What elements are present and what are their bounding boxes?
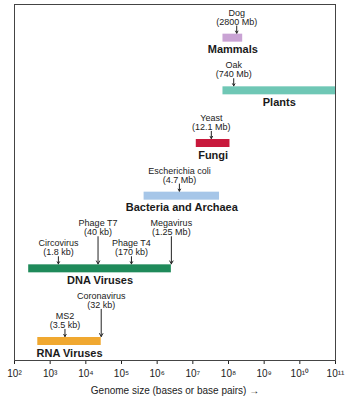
svg-text:10⁵: 10⁵ — [114, 368, 129, 379]
svg-text:10⁴: 10⁴ — [78, 368, 93, 379]
svg-text:10⁸: 10⁸ — [221, 368, 236, 379]
svg-text:10⁹: 10⁹ — [256, 368, 271, 379]
svg-text:10³: 10³ — [43, 368, 58, 379]
svg-text:10⁷: 10⁷ — [185, 368, 200, 379]
svg-text:10²: 10² — [7, 368, 22, 379]
svg-text:MS2(3.5 kb): MS2(3.5 kb) — [50, 311, 81, 330]
svg-text:Plants: Plants — [263, 96, 296, 108]
svg-text:Circovirus(1.8 kb): Circovirus(1.8 kb) — [38, 238, 79, 257]
svg-text:Genome size (bases or base pai: Genome size (bases or base pairs) → — [91, 385, 259, 396]
svg-text:Escherichia coli(4.7 Mb): Escherichia coli(4.7 Mb) — [148, 166, 211, 185]
svg-text:Mammals: Mammals — [208, 43, 258, 55]
svg-text:DNA Viruses: DNA Viruses — [67, 274, 133, 286]
svg-text:10¹⁰: 10¹⁰ — [291, 368, 309, 379]
svg-text:Dog(2800 Mb): Dog(2800 Mb) — [216, 8, 257, 27]
svg-text:Fungi: Fungi — [198, 149, 228, 161]
svg-text:Yeast(12.1 Mb): Yeast(12.1 Mb) — [192, 113, 231, 132]
svg-text:Megavirus(1.25 Mb): Megavirus(1.25 Mb) — [151, 218, 193, 237]
svg-text:10⁶: 10⁶ — [150, 368, 165, 379]
svg-text:Phage T4(170 kb): Phage T4(170 kb) — [112, 238, 151, 257]
svg-text:Phage T7(40 kb): Phage T7(40 kb) — [79, 218, 118, 237]
svg-text:Coronavirus(32 kb): Coronavirus(32 kb) — [77, 291, 126, 310]
svg-text:10¹¹: 10¹¹ — [327, 368, 345, 379]
svg-text:Oak(740 Mb): Oak(740 Mb) — [216, 60, 252, 79]
svg-text:RNA Viruses: RNA Viruses — [36, 347, 102, 359]
svg-text:Bacteria and Archaea: Bacteria and Archaea — [126, 201, 239, 213]
